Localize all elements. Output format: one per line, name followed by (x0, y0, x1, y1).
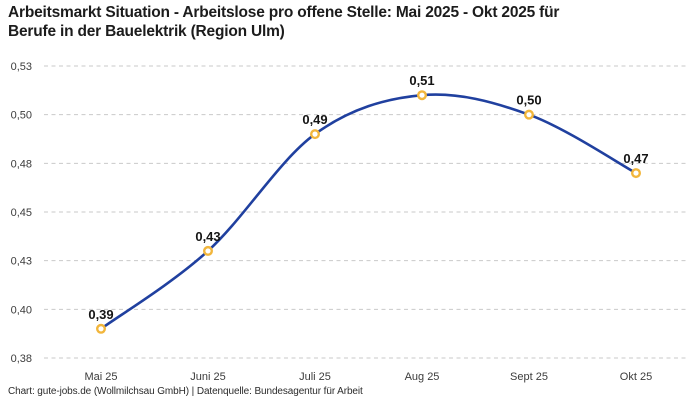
y-tick-label: 0,43 (11, 256, 32, 268)
series-line (99, 93, 638, 331)
data-point-label: 0,39 (88, 307, 113, 322)
data-point-marker (310, 129, 321, 140)
data-point-marker (417, 90, 428, 101)
line-chart: 0,38 0,40 0,43 0,45 0,48 0,50 0,53 Mai 25 Juni 2… (11, 61, 688, 383)
chart-title: Arbeitsmarkt Situation - Arbeitslose pro… (8, 3, 688, 41)
data-point-marker (631, 168, 642, 179)
x-tick-label: Aug 25 (405, 371, 440, 383)
chart-title-line2: Berufe in der Bauelektrik (Region Ulm) (8, 23, 285, 40)
y-tick-label: 0,50 (11, 110, 32, 122)
y-tick-label: 0,45 (11, 207, 32, 219)
chart-footer: Chart: gute-jobs.de (Wollmilchsau GmbH) … (8, 386, 363, 397)
data-point-marker (524, 109, 535, 120)
x-tick-label: Okt 25 (620, 371, 652, 383)
data-point-label: 0,51 (409, 73, 434, 88)
y-tick-label: 0,48 (11, 158, 32, 170)
data-point-marker (202, 245, 213, 256)
data-point-label: 0,50 (516, 93, 541, 108)
data-point-label: 0,47 (623, 151, 648, 166)
chart-title-line1: Arbeitsmarkt Situation - Arbeitslose pro… (8, 4, 560, 21)
x-tick-label: Juli 25 (299, 371, 331, 383)
data-point-label: 0,43 (195, 229, 220, 244)
y-tick-label: 0,53 (11, 61, 32, 73)
y-tick-label: 0,40 (11, 304, 32, 316)
x-tick-label: Sept 25 (510, 371, 548, 383)
y-tick-label: 0,38 (11, 353, 32, 365)
data-point-label: 0,49 (302, 112, 327, 127)
x-tick-label: Mai 25 (84, 371, 117, 383)
x-tick-label: Juni 25 (190, 371, 225, 383)
data-point-marker (95, 323, 106, 334)
